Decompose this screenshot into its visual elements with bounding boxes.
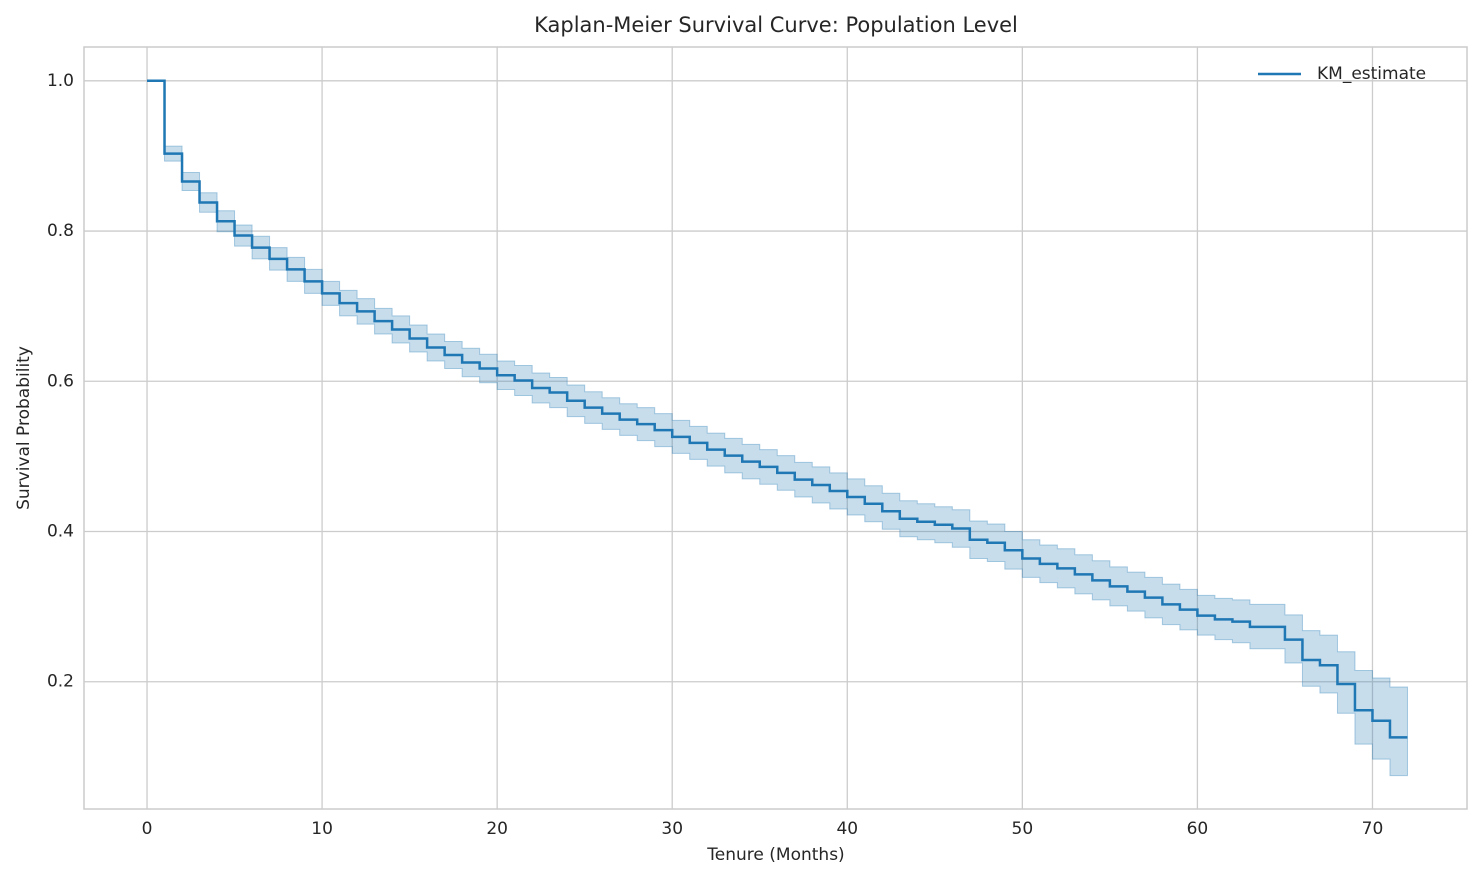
- y-axis-label: Survival Probability: [14, 346, 34, 510]
- x-axis-label: Tenure (Months): [706, 845, 844, 865]
- plot-frame: [83, 46, 1468, 810]
- chart-title: Kaplan-Meier Survival Curve: Population …: [534, 13, 1018, 37]
- survival-line: [147, 79, 1408, 739]
- y-tick-label: 0.8: [47, 221, 74, 241]
- x-tick-label: 10: [311, 819, 333, 839]
- x-tick-label: 30: [661, 819, 683, 839]
- y-tick-label: 1.0: [47, 71, 74, 91]
- y-tick-label: 0.2: [47, 672, 74, 692]
- y-tick-label: 0.6: [47, 371, 74, 391]
- confidence-band: [147, 80, 1408, 777]
- x-tick-label: 70: [1362, 819, 1384, 839]
- legend-label: KM_estimate: [1317, 64, 1426, 84]
- x-tick-label: 50: [1012, 819, 1034, 839]
- x-tick-label: 40: [836, 819, 858, 839]
- y-tick-label: 0.4: [47, 522, 74, 542]
- x-tick-label: 0: [142, 819, 153, 839]
- x-tick-label: 60: [1187, 819, 1209, 839]
- x-tick-label: 20: [486, 819, 508, 839]
